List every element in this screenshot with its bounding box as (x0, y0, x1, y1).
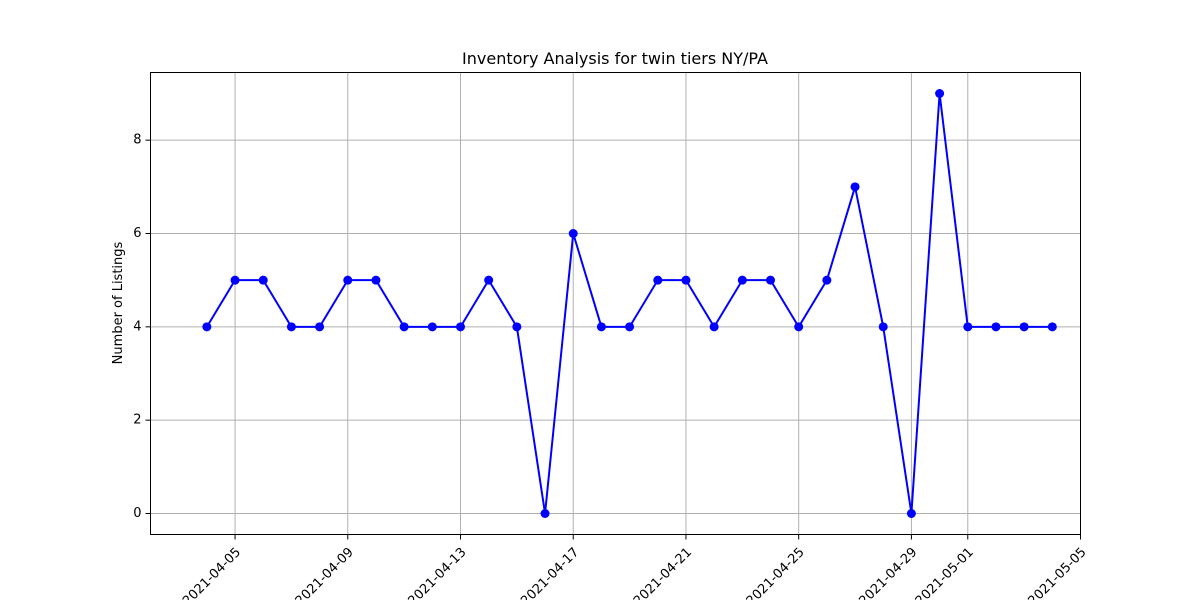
data-point (1019, 322, 1029, 332)
axes-ticks: 2021-04-05 2021-04-09 2021-04-13 2021-04-17… (133, 133, 1089, 600)
data-point (935, 89, 945, 98)
data-point (540, 509, 550, 518)
data-point (484, 275, 494, 285)
data-point (850, 182, 860, 192)
x-tick-label: 2021-05-01 (913, 545, 977, 600)
data-point (1047, 322, 1057, 332)
data-point (991, 322, 1001, 332)
data-point (625, 322, 635, 332)
data-series (202, 89, 1057, 518)
grid-lines (150, 72, 1081, 535)
data-point (399, 322, 409, 332)
data-point (794, 322, 804, 332)
data-point (822, 275, 832, 285)
data-point (709, 322, 719, 332)
data-point (766, 275, 775, 285)
data-point (653, 275, 663, 285)
data-point (315, 322, 325, 332)
y-tick-label: 8 (133, 133, 141, 148)
series-line (206, 92, 1053, 515)
data-point (286, 322, 296, 332)
x-tick-label: 2021-04-13 (406, 545, 470, 600)
data-point (906, 509, 916, 518)
data-point (568, 229, 578, 238)
data-point (371, 275, 381, 285)
y-tick-label: 6 (133, 226, 141, 241)
x-tick-label: 2021-05-05 (1026, 545, 1090, 600)
x-tick-label: 2021-04-17 (518, 545, 582, 600)
data-point (343, 275, 353, 285)
plot-frame (150, 72, 1081, 535)
data-point (963, 322, 973, 332)
data-point (456, 322, 465, 332)
x-tick-label: 2021-04-25 (744, 545, 808, 600)
chart-title: Inventory Analysis for twin tiers NY/PA (462, 49, 768, 68)
x-tick-label: 2021-04-09 (293, 545, 357, 600)
data-point (230, 275, 240, 285)
data-point (202, 322, 212, 332)
data-point (878, 322, 888, 332)
x-tick-label: 2021-04-05 (180, 545, 244, 600)
x-tick-label: 2021-04-21 (631, 545, 695, 600)
y-tick-label: 0 (133, 506, 141, 521)
data-point (737, 275, 747, 285)
data-point (258, 275, 268, 285)
y-tick-label: 4 (133, 319, 141, 334)
data-point (427, 322, 437, 332)
data-point (681, 275, 691, 285)
y-tick-label: 2 (133, 413, 141, 428)
data-point (596, 322, 606, 332)
data-point (512, 322, 522, 332)
y-axis-label: Number of Listings (111, 241, 126, 364)
x-tick-label: 2021-04-29 (856, 545, 920, 600)
